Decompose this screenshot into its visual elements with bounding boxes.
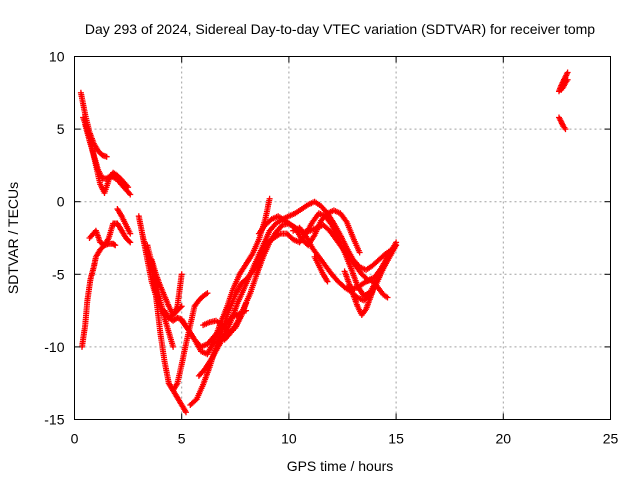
y-tick-label: 5 [57,121,65,137]
x-tick-label: 0 [71,431,79,447]
chart-title: Day 293 of 2024, Sidereal Day-to-day VTE… [85,21,595,37]
axis-ticks [74,56,611,420]
x-tick-labels: 0 5 10 15 20 25 [71,431,619,447]
plot-frame [74,56,611,420]
x-tick-label: 20 [496,431,512,447]
series-2 [82,121,134,198]
x-axis-label: GPS time / hours [287,458,394,474]
series-3 [114,206,134,237]
series-12 [178,195,273,358]
data-point-markers [345,277,391,301]
x-tick-label: 10 [281,431,297,447]
y-tick-label: -5 [52,266,65,282]
x-tick-label: 5 [178,431,186,447]
y-tick-label: -10 [44,339,64,355]
x-tick-label: 25 [603,431,619,447]
series-22 [345,277,391,301]
data-point-markers [178,195,273,358]
series-20 [311,253,331,285]
data-point-markers [558,76,571,93]
y-axis-label: SDTVAR / TECUs [5,182,21,294]
data-point-markers [79,240,119,350]
data-point-markers [165,380,189,416]
data-points [77,69,571,416]
series-25 [556,114,569,133]
y-tick-labels: 10 5 0 -5 -10 -15 [44,49,64,428]
y-tick-label: -15 [44,412,64,428]
x-tick-label: 15 [388,431,404,447]
series-5 [79,240,119,350]
series-11 [165,380,189,416]
data-point-markers [114,206,134,237]
y-tick-label: 0 [57,194,65,210]
data-point-markers [311,253,331,285]
series-24 [558,76,571,93]
data-point-markers [82,121,134,198]
y-tick-label: 10 [49,49,65,65]
data-point-markers [556,114,569,133]
